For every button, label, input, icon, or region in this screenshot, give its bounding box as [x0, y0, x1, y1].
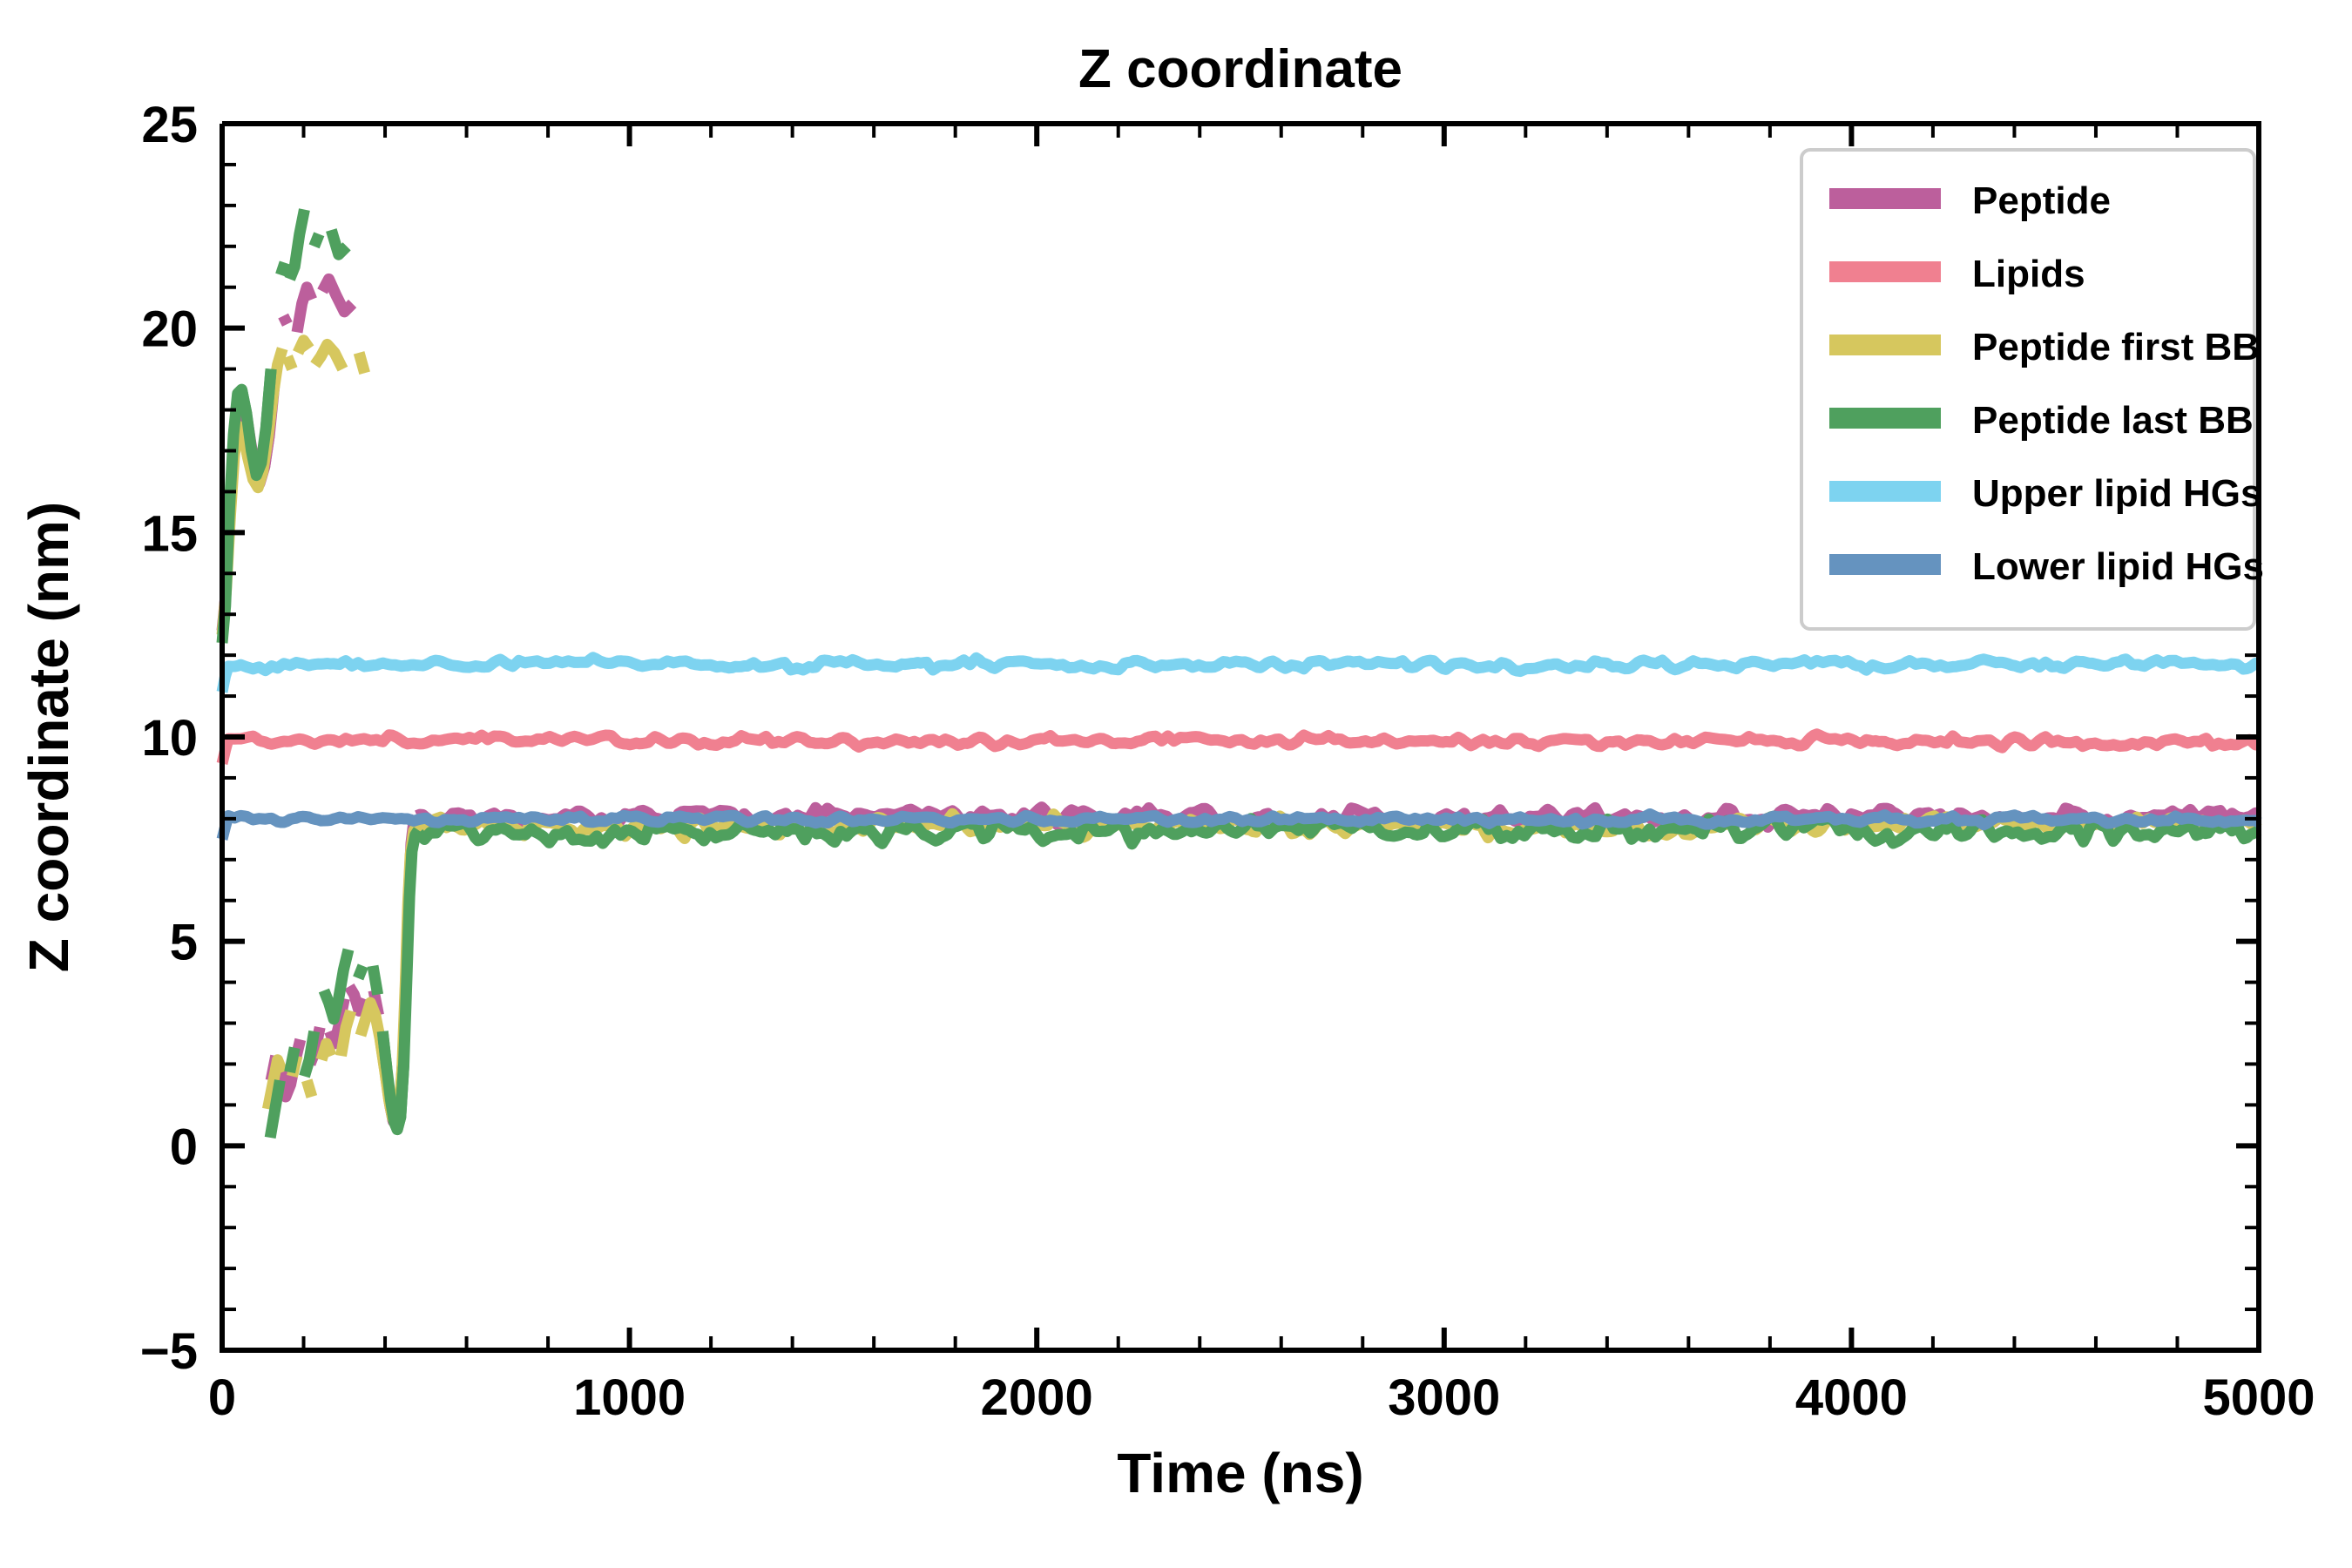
- x-tick-label: 4000: [1795, 1369, 1908, 1426]
- x-axis-label: Time (ns): [1117, 1442, 1363, 1504]
- x-tick-label: 2000: [981, 1369, 1093, 1426]
- legend-item-upper-lipid-hgs[interactable]: Upper lipid HGs: [1829, 472, 2261, 515]
- trace-upper-fragment: [310, 338, 348, 372]
- trace-upper-fragment: [291, 281, 317, 334]
- series-upper-lipid-hgs: [216, 652, 2261, 693]
- trace-lower-fragment: [264, 1079, 286, 1139]
- chart-title: Z coordinate: [1078, 39, 1402, 99]
- x-tick-label: 5000: [2202, 1369, 2315, 1426]
- trace-upper-fragment: [308, 232, 325, 249]
- trace-lower-fragment: [353, 963, 368, 981]
- trace-lower-fragment: [318, 948, 355, 1025]
- legend-label: Peptide: [1972, 179, 2111, 222]
- legend-label: Peptide last BB: [1972, 399, 2254, 442]
- trace-line: [216, 808, 2262, 841]
- legend-swatch: [1829, 481, 1941, 502]
- series-lipids: [216, 728, 2261, 766]
- legend-item-peptide-first-bb[interactable]: Peptide first BB: [1829, 326, 2260, 368]
- y-tick-label: 0: [170, 1119, 198, 1175]
- legend-swatch: [1829, 261, 1941, 282]
- legend: Peptide Lipids Peptide first BB Peptide las…: [1800, 148, 2264, 631]
- y-tick-label: −5: [140, 1323, 198, 1380]
- legend-swatch: [1829, 408, 1941, 429]
- trace-line: [216, 728, 2261, 766]
- legend-swatch: [1829, 188, 1941, 209]
- trace-upper-fragment: [284, 208, 310, 281]
- trace-lower-fragment: [284, 1046, 301, 1074]
- y-tick-label: 15: [141, 505, 198, 562]
- y-axis-label: Z coordinate (nm): [17, 502, 80, 972]
- trace-lower-fragment: [315, 1037, 337, 1062]
- trace-lower-fragment: [299, 1030, 321, 1078]
- x-tick-label: 3000: [1388, 1369, 1500, 1426]
- traces-layer: [216, 208, 2262, 1139]
- legend-label: Upper lipid HGs: [1972, 472, 2261, 515]
- trace-lower-fragment: [344, 983, 369, 1017]
- y-tick-label: 5: [170, 915, 198, 971]
- legend-item-peptide-last-bb[interactable]: Peptide last BB: [1829, 399, 2254, 442]
- trace-upper-fragment: [275, 260, 291, 277]
- trace-lower-fragment: [335, 1009, 356, 1058]
- legend-swatch: [1829, 554, 1941, 575]
- x-tick-label: 0: [208, 1369, 236, 1426]
- trace-upper-fragment: [281, 355, 298, 372]
- trace-line: [216, 652, 2261, 693]
- trace-lower-fragment: [301, 1078, 318, 1098]
- y-tick-label: 25: [141, 97, 198, 153]
- trace-upper-fragment: [260, 368, 277, 427]
- trace-lower-fragment: [261, 1054, 288, 1111]
- trace-upper-fragment: [278, 313, 293, 327]
- legend-item-peptide[interactable]: Peptide: [1829, 179, 2111, 222]
- legend-label: Lipids: [1972, 253, 2085, 295]
- trace-lower-fragment: [367, 964, 384, 996]
- y-tick-label: 10: [141, 710, 198, 767]
- trace-lower-fragment: [324, 997, 350, 1050]
- legend-item-lower-lipid-hgs[interactable]: Lower lipid HGs: [1829, 545, 2264, 588]
- trace-upper-fragment: [353, 351, 370, 375]
- legend-label: Peptide first BB: [1972, 326, 2260, 368]
- legend-swatch: [1829, 335, 1941, 355]
- legend-item-lipids[interactable]: Lipids: [1829, 253, 2085, 295]
- x-tick-label: 1000: [573, 1369, 686, 1426]
- y-tick-label: 20: [141, 301, 198, 358]
- series-lower-lipid-hgs: [216, 808, 2262, 841]
- legend-label: Lower lipid HGs: [1972, 545, 2264, 588]
- trace-upper-fragment: [326, 228, 351, 260]
- trace-insertion-jump: [376, 827, 423, 1136]
- trace-upper-fragment: [293, 335, 314, 355]
- trace-upper-fragment: [317, 273, 357, 318]
